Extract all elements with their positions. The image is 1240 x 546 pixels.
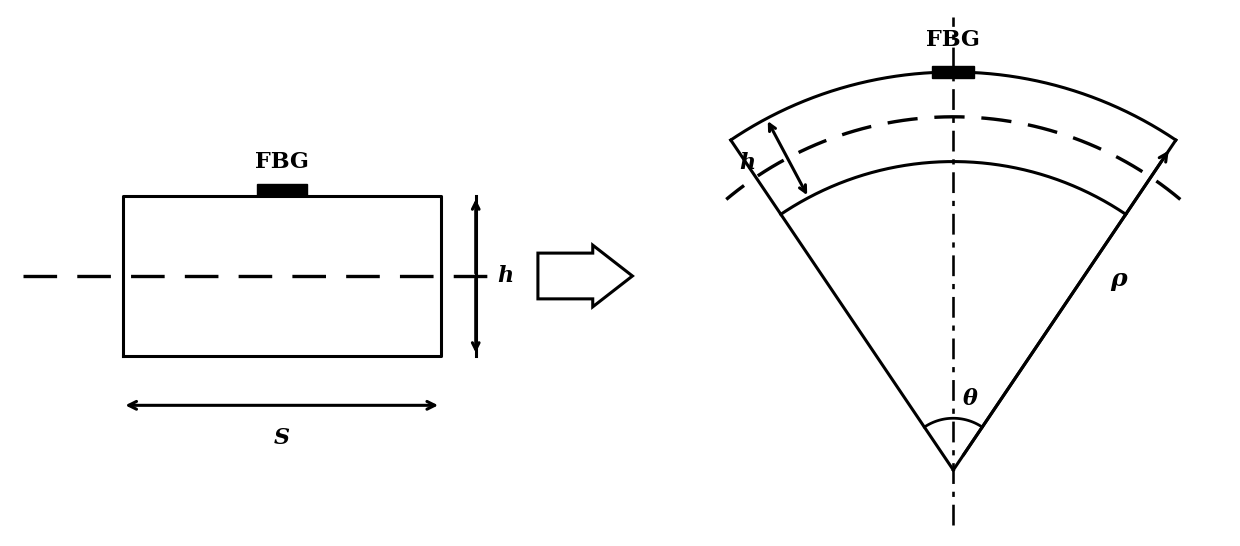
Bar — [932, 66, 975, 79]
Text: h: h — [497, 265, 513, 287]
Text: FBG: FBG — [254, 151, 309, 173]
Text: h: h — [739, 152, 755, 174]
Text: FBG: FBG — [926, 28, 981, 51]
Polygon shape — [538, 245, 632, 307]
Text: S: S — [274, 427, 290, 449]
Text: θ: θ — [963, 388, 978, 410]
Bar — [257, 185, 306, 197]
Text: ρ: ρ — [1110, 266, 1127, 290]
